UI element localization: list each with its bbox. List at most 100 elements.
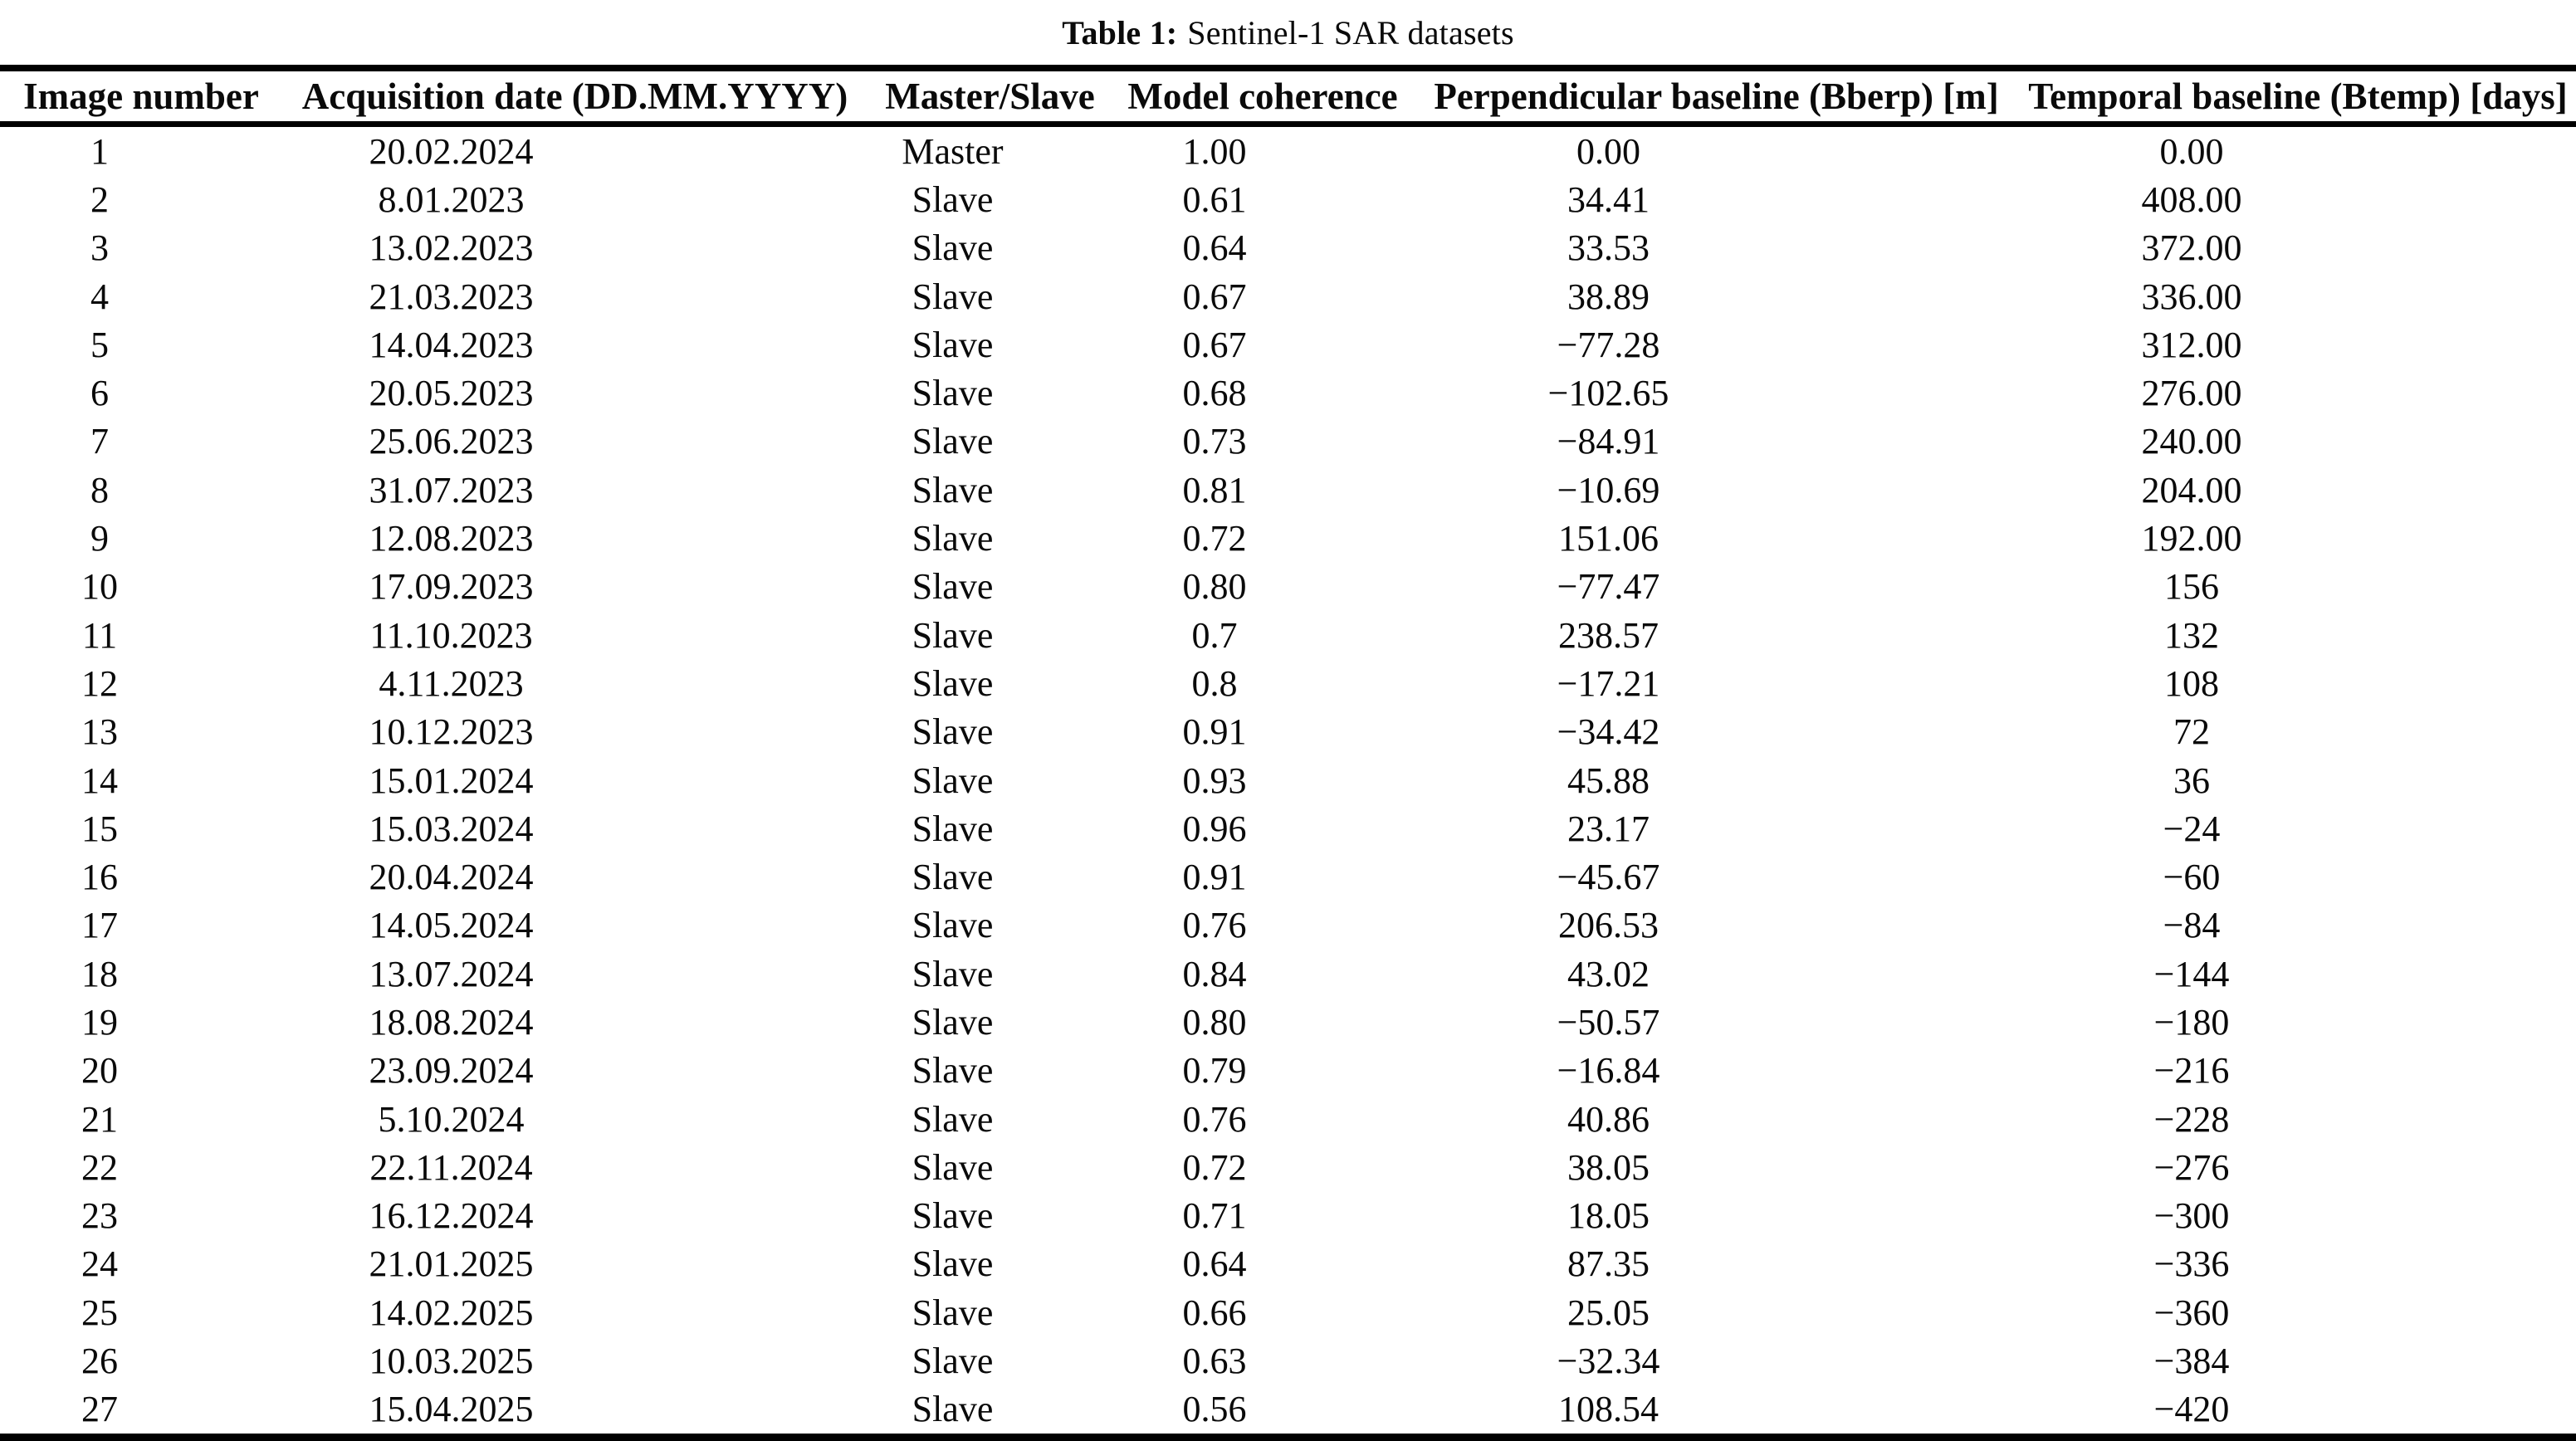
cell-acquisition-date: 25.06.2023 bbox=[369, 421, 534, 462]
cell-master-slave: Slave bbox=[912, 276, 994, 317]
cell-acquisition-date: 20.02.2024 bbox=[369, 130, 534, 172]
column-header-image-number: Image number bbox=[0, 68, 282, 127]
column-header-acquisition-date: Acquisition date (DD.MM.YYYY) bbox=[282, 68, 868, 127]
table-row: 14 15.01.2024 Slave 0.93 45.88 36 bbox=[0, 756, 2576, 804]
cell-model-coherence: 0.72 bbox=[1182, 518, 1247, 559]
cell-image-number: 22 bbox=[81, 1146, 118, 1188]
cell-temporal-baseline: 156 bbox=[2164, 566, 2219, 608]
cell-perpendicular-baseline: −32.34 bbox=[1557, 1341, 1660, 1382]
cell-temporal-baseline: −276 bbox=[2153, 1146, 2230, 1188]
cell-model-coherence: 0.84 bbox=[1182, 953, 1247, 994]
table-caption-label: Table 1: bbox=[1062, 13, 1178, 51]
table-row: 15 15.03.2024 Slave 0.96 23.17 −24 bbox=[0, 804, 2576, 852]
cell-image-number: 26 bbox=[81, 1341, 118, 1382]
cell-model-coherence: 0.68 bbox=[1182, 373, 1247, 414]
cell-master-slave: Slave bbox=[912, 227, 994, 269]
cell-image-number: 18 bbox=[81, 953, 118, 994]
cell-perpendicular-baseline: 34.41 bbox=[1567, 178, 1650, 220]
cell-perpendicular-baseline: −17.21 bbox=[1557, 662, 1660, 704]
cell-acquisition-date: 20.04.2024 bbox=[369, 857, 534, 898]
table-row: 7 25.06.2023 Slave 0.73 −84.91 240.00 bbox=[0, 418, 2576, 466]
cell-model-coherence: 0.64 bbox=[1182, 1243, 1247, 1285]
table-row: 25 14.02.2025 Slave 0.66 25.05 −360 bbox=[0, 1288, 2576, 1336]
cell-acquisition-date: 20.05.2023 bbox=[369, 373, 534, 414]
cell-acquisition-date: 10.12.2023 bbox=[369, 711, 534, 753]
table-row: 4 21.03.2023 Slave 0.67 38.89 336.00 bbox=[0, 272, 2576, 320]
cell-image-number: 17 bbox=[81, 905, 118, 946]
cell-master-slave: Slave bbox=[912, 373, 994, 414]
cell-perpendicular-baseline: −50.57 bbox=[1557, 1001, 1660, 1043]
cell-temporal-baseline: −336 bbox=[2153, 1243, 2230, 1285]
cell-image-number: 20 bbox=[81, 1050, 118, 1092]
cell-model-coherence: 0.63 bbox=[1182, 1341, 1247, 1382]
cell-model-coherence: 0.80 bbox=[1182, 1001, 1247, 1043]
cell-acquisition-date: 8.01.2023 bbox=[378, 178, 525, 220]
table-row: 24 21.01.2025 Slave 0.64 87.35 −336 bbox=[0, 1240, 2576, 1288]
cell-image-number: 9 bbox=[90, 518, 109, 559]
cell-model-coherence: 0.91 bbox=[1182, 857, 1247, 898]
cell-master-slave: Slave bbox=[912, 324, 994, 365]
column-header-perpendicular-baseline: Perpendicular baseline (Bberp) [m] bbox=[1413, 68, 2020, 127]
cell-master-slave: Slave bbox=[912, 614, 994, 656]
cell-acquisition-date: 23.09.2024 bbox=[369, 1050, 534, 1092]
table-row: 20 23.09.2024 Slave 0.79 −16.84 −216 bbox=[0, 1047, 2576, 1095]
cell-image-number: 21 bbox=[81, 1098, 118, 1140]
cell-perpendicular-baseline: 151.06 bbox=[1558, 518, 1659, 559]
table-row: 22 22.11.2024 Slave 0.72 38.05 −276 bbox=[0, 1143, 2576, 1191]
cell-image-number: 11 bbox=[81, 614, 118, 656]
cell-perpendicular-baseline: 23.17 bbox=[1567, 808, 1650, 849]
cell-acquisition-date: 5.10.2024 bbox=[378, 1098, 525, 1140]
table-header: Image number Acquisition date (DD.MM.YYY… bbox=[0, 68, 2576, 127]
column-header-model-coherence: Model coherence bbox=[1112, 68, 1413, 127]
cell-model-coherence: 0.71 bbox=[1182, 1195, 1247, 1237]
cell-image-number: 2 bbox=[90, 178, 109, 220]
cell-model-coherence: 0.76 bbox=[1182, 1098, 1247, 1140]
cell-image-number: 7 bbox=[90, 421, 109, 462]
cell-temporal-baseline: 336.00 bbox=[2141, 276, 2242, 317]
cell-master-slave: Slave bbox=[912, 1195, 994, 1237]
cell-perpendicular-baseline: −10.69 bbox=[1557, 469, 1660, 510]
cell-temporal-baseline: 36 bbox=[2173, 760, 2210, 801]
cell-model-coherence: 0.8 bbox=[1191, 662, 1238, 704]
column-header-master-slave: Master/Slave bbox=[868, 68, 1112, 127]
cell-model-coherence: 0.79 bbox=[1182, 1050, 1247, 1092]
cell-acquisition-date: 17.09.2023 bbox=[369, 566, 534, 608]
cell-temporal-baseline: 372.00 bbox=[2141, 227, 2242, 269]
table-row: 18 13.07.2024 Slave 0.84 43.02 −144 bbox=[0, 950, 2576, 998]
cell-master-slave: Slave bbox=[912, 1146, 994, 1188]
cell-model-coherence: 0.80 bbox=[1182, 566, 1247, 608]
cell-image-number: 23 bbox=[81, 1195, 118, 1237]
cell-master-slave: Slave bbox=[912, 857, 994, 898]
cell-model-coherence: 0.64 bbox=[1182, 227, 1247, 269]
cell-image-number: 25 bbox=[81, 1292, 118, 1333]
cell-perpendicular-baseline: −77.28 bbox=[1557, 324, 1660, 365]
cell-perpendicular-baseline: 108.54 bbox=[1558, 1389, 1659, 1430]
cell-image-number: 10 bbox=[81, 566, 118, 608]
cell-model-coherence: 0.72 bbox=[1182, 1146, 1247, 1188]
cell-temporal-baseline: −84 bbox=[2163, 905, 2221, 946]
cell-master-slave: Slave bbox=[912, 421, 994, 462]
cell-acquisition-date: 14.05.2024 bbox=[369, 905, 534, 946]
cell-master-slave: Slave bbox=[912, 178, 994, 220]
table-row: 27 15.04.2025 Slave 0.56 108.54 −420 bbox=[0, 1385, 2576, 1438]
cell-perpendicular-baseline: −102.65 bbox=[1547, 373, 1669, 414]
cell-perpendicular-baseline: 0.00 bbox=[1576, 130, 1640, 172]
cell-master-slave: Slave bbox=[912, 662, 994, 704]
cell-acquisition-date: 10.03.2025 bbox=[369, 1341, 534, 1382]
cell-acquisition-date: 13.07.2024 bbox=[369, 953, 534, 994]
cell-temporal-baseline: −60 bbox=[2163, 857, 2221, 898]
cell-master-slave: Slave bbox=[912, 1341, 994, 1382]
cell-temporal-baseline: 408.00 bbox=[2141, 178, 2242, 220]
table-row: 13 10.12.2023 Slave 0.91 −34.42 72 bbox=[0, 708, 2576, 756]
cell-image-number: 24 bbox=[81, 1243, 118, 1285]
cell-perpendicular-baseline: 40.86 bbox=[1567, 1098, 1650, 1140]
table-row: 21 5.10.2024 Slave 0.76 40.86 −228 bbox=[0, 1095, 2576, 1143]
cell-perpendicular-baseline: 33.53 bbox=[1567, 227, 1650, 269]
cell-perpendicular-baseline: 38.05 bbox=[1567, 1146, 1650, 1188]
table-row: 23 16.12.2024 Slave 0.71 18.05 −300 bbox=[0, 1192, 2576, 1240]
cell-master-slave: Slave bbox=[912, 1389, 994, 1430]
cell-master-slave: Slave bbox=[912, 518, 994, 559]
cell-temporal-baseline: −24 bbox=[2163, 808, 2221, 849]
table-row: 10 17.09.2023 Slave 0.80 −77.47 156 bbox=[0, 563, 2576, 611]
cell-temporal-baseline: 108 bbox=[2164, 662, 2219, 704]
